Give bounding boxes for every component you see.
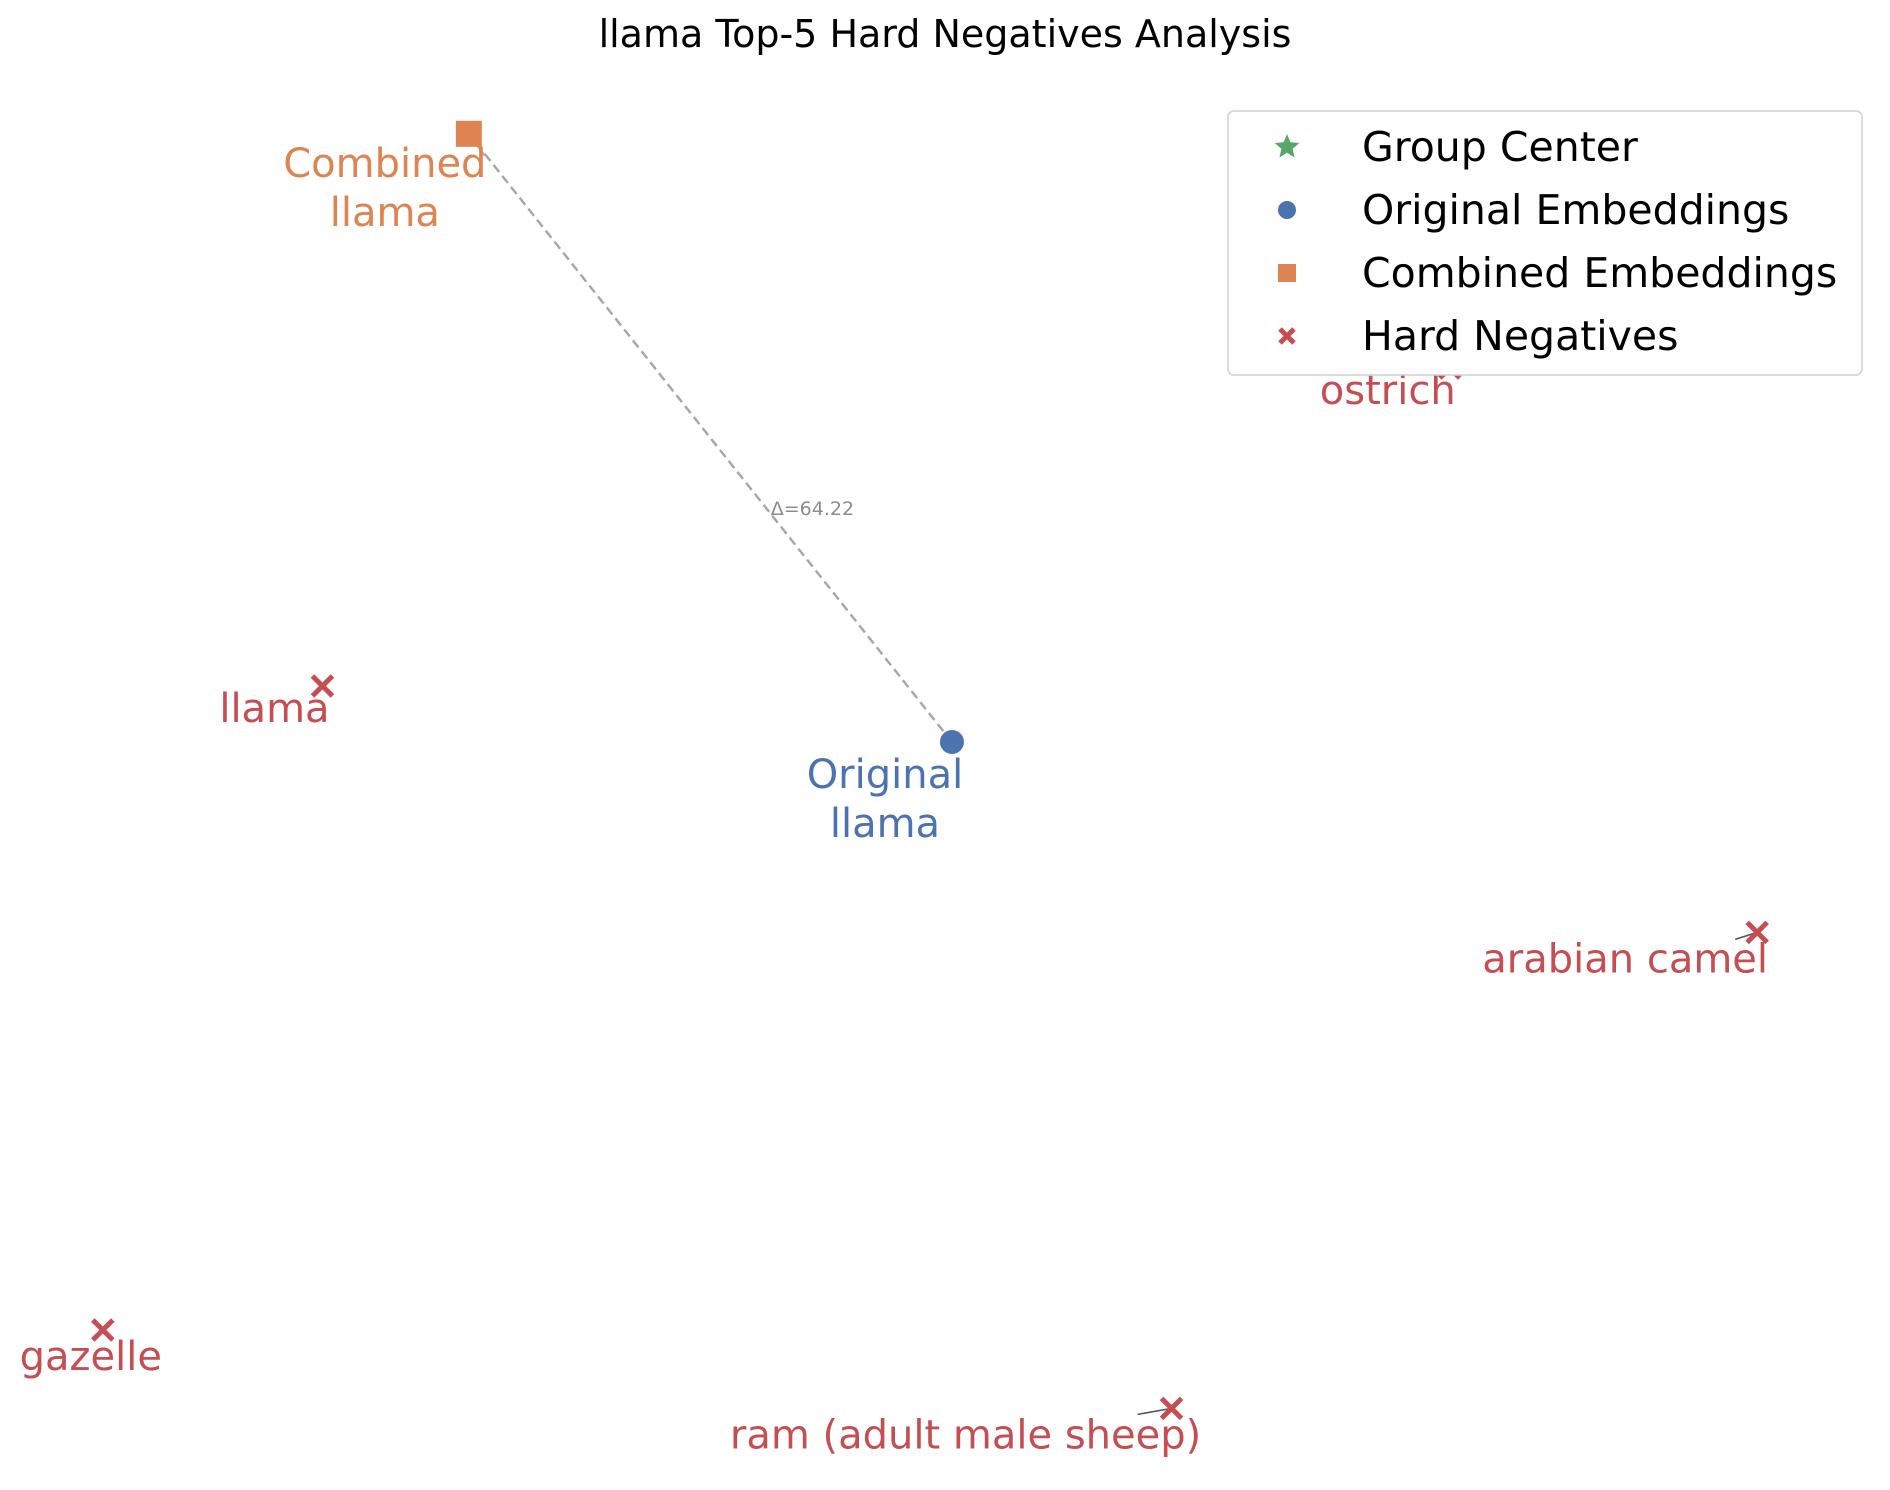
original-point-label: llama bbox=[830, 801, 940, 847]
hard-negative-point bbox=[91, 1318, 115, 1342]
shift-line bbox=[467, 133, 953, 743]
hard-negative-label: gazelle bbox=[20, 1334, 162, 1380]
legend-square-icon bbox=[1278, 264, 1296, 282]
plot-area: Δ=64.22OriginalllamaCombinedllamaostrich… bbox=[20, 120, 1769, 1458]
legend-entry-label: Hard Negatives bbox=[1362, 312, 1679, 360]
legend-circle-icon bbox=[1278, 201, 1296, 219]
hard-negative-point bbox=[310, 674, 335, 698]
hard-negative-point bbox=[1745, 920, 1769, 945]
original-point-label: Original bbox=[807, 752, 964, 798]
hard-negative-label: ram (adult male sheep) bbox=[730, 1412, 1201, 1458]
original-point bbox=[939, 730, 964, 754]
hard-negative-point bbox=[1159, 1396, 1184, 1421]
hard-negative-label: arabian camel bbox=[1482, 936, 1768, 982]
legend-entry-label: Original Embeddings bbox=[1362, 186, 1789, 234]
hard-negative-leader bbox=[1137, 1407, 1172, 1416]
combined-point-label: llama bbox=[330, 190, 440, 236]
combined-point bbox=[455, 120, 482, 147]
legend-x-icon bbox=[1278, 327, 1296, 345]
legend-entry-label: Combined Embeddings bbox=[1362, 249, 1837, 297]
legend-star-icon bbox=[1274, 134, 1300, 158]
legend-box bbox=[1227, 110, 1863, 376]
chart-title: llama Top-5 Hard Negatives Analysis bbox=[599, 12, 1292, 56]
legend-entry-label: Group Center bbox=[1362, 123, 1638, 171]
legend: Group Center Original Embeddings Combined … bbox=[1227, 110, 1863, 376]
shift-delta-label: Δ=64.22 bbox=[771, 498, 854, 520]
hard-negative-label: llama bbox=[219, 686, 329, 732]
combined-point-label: Combined bbox=[283, 141, 486, 187]
